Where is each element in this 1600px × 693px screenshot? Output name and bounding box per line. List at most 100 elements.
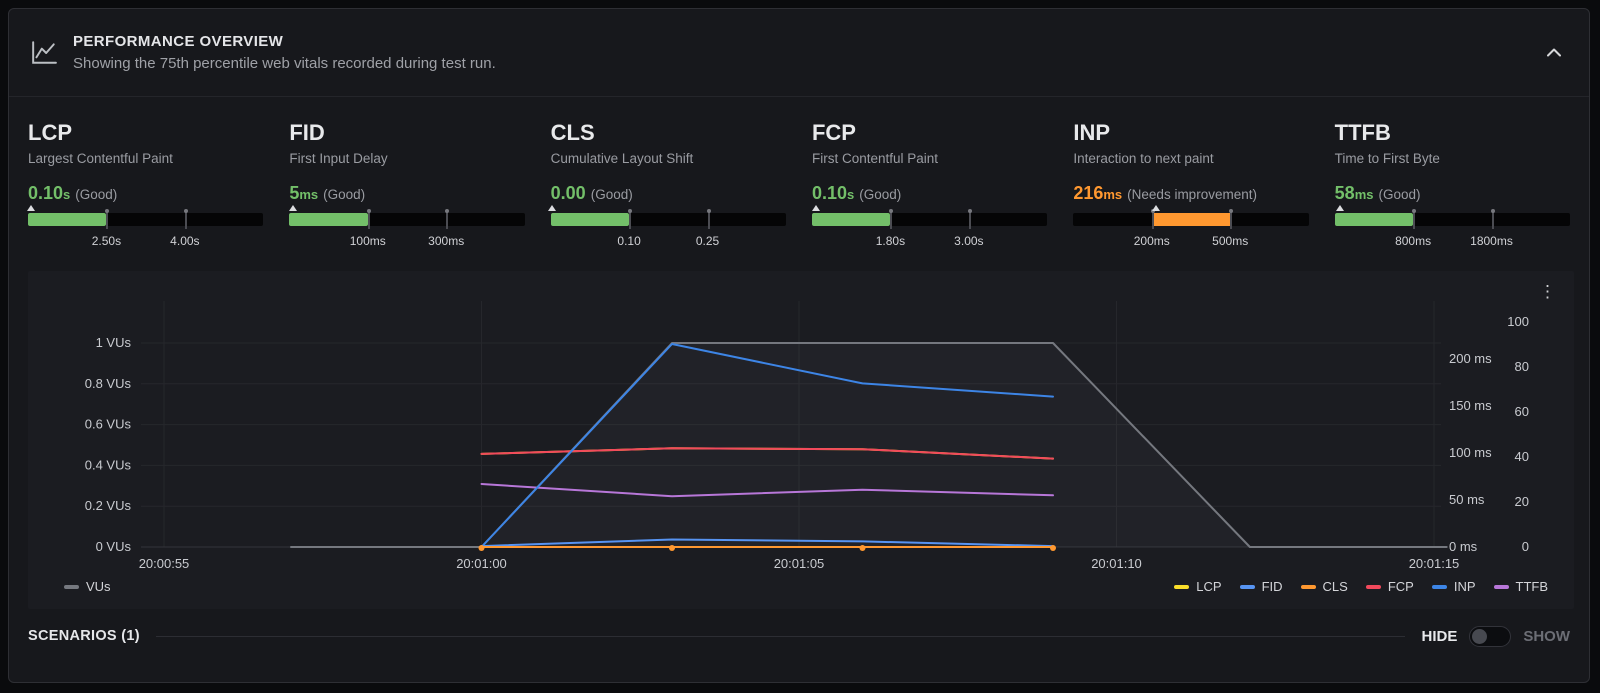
metric-rating: (Good) [75,187,118,202]
metric-value: 0.10 [811,183,848,203]
gauge-fill [28,213,107,226]
x-axis-label: 20:00:55 [139,556,190,571]
legend-label: INP [1453,579,1476,594]
metric-value: 58 [1334,183,1355,203]
legend-swatch [1239,584,1255,589]
threshold-label: 1.80s [875,234,906,248]
y-axis-left-label: 0.6 VUs [85,417,132,432]
metric-description: Interaction to next paint [1073,151,1214,166]
gauge-threshold-tick [445,209,450,229]
metric-unit: s [63,187,71,202]
metric-card-ttfb: TTFB Time to First Byte 58 ms (Good) 800… [1334,120,1570,252]
y-axis-count-label: 100 [1507,314,1529,329]
panel-header: PERFORMANCE OVERVIEW Showing the 75th pe… [9,9,1589,97]
hide-show-toggle[interactable] [1469,625,1512,647]
metric-name: CLS [550,120,595,145]
y-axis-count-label: 20 [1515,494,1529,509]
gauge-value-marker [27,205,36,211]
toggle-knob [1472,628,1488,644]
metric-value-row: 58 ms (Good) [1335,183,1570,204]
gauge-fill [1151,213,1231,226]
y-axis-count-label: 80 [1515,359,1529,374]
metric-card-fid: FID First Input Delay 5 ms (Good) 100ms … [289,120,525,252]
legend-item-ttfb[interactable]: TTFB [1493,579,1548,594]
gauge-threshold-tick [889,209,894,229]
scenarios-label: SCENARIOS (1) [28,628,140,644]
threshold-label: 4.00s [170,234,200,248]
threshold-label: 3.00s [954,234,984,248]
show-label: SHOW [1523,627,1570,645]
gauge-threshold-tick [1412,209,1417,229]
legend-label: FCP [1387,579,1414,594]
gauge-threshold-tick [183,209,188,229]
y-axis-left-label: 0.2 VUs [85,498,132,513]
gauge-threshold-tick [366,209,371,229]
metric-rating: (Good) [1378,187,1421,202]
metric-value: 5 [289,183,300,203]
hide-label: HIDE [1421,627,1458,645]
y-axis-left-label: 0 VUs [96,539,132,554]
series-line-fid [480,538,1054,548]
y-axis-ms-label: 0 ms [1449,539,1478,554]
y-axis-ms-label: 200 ms [1449,351,1492,366]
metric-gauge [1334,205,1570,229]
threshold-label: 200ms [1133,234,1170,248]
metric-unit: ms [299,187,319,202]
gauge-threshold-labels: 2.50s 4.00s [28,234,263,252]
gauge-threshold-labels: 0.10 0.25 [551,234,786,252]
gauge-threshold-labels: 1.80s 3.00s [812,234,1047,252]
gauge-threshold-tick [1229,209,1234,229]
legend-item-cls[interactable]: CLS [1300,579,1348,594]
metric-value-row: 0.10 s (Good) [28,183,263,204]
metric-rating: (Good) [859,187,902,202]
x-axis-label: 20:01:00 [456,556,507,571]
series-line-vus [290,342,1448,548]
collapse-panel-button[interactable] [1541,42,1567,63]
series-point-cls [478,545,485,551]
legend-label: CLS [1322,579,1348,594]
metric-gauge [811,205,1048,229]
threshold-label: 2.50s [91,234,122,248]
legend-swatch [1493,584,1509,589]
legend-item-inp[interactable]: INP [1431,579,1476,594]
series-line-ttfb [480,483,1054,498]
scenarios-divider [155,635,1406,637]
gauge-threshold-tick [1150,209,1155,229]
chart-menu-button[interactable]: ⋮ [1535,279,1560,304]
metric-name: FCP [811,120,856,145]
legend-left: VUs [64,579,111,594]
metric-value-row: 5 ms (Good) [289,183,524,204]
panel-title: PERFORMANCE OVERVIEW [73,33,284,50]
threshold-label: 100ms [349,234,386,248]
threshold-label: 800ms [1395,234,1432,248]
legend-item-fid[interactable]: FID [1239,579,1283,594]
gauge-fill [811,213,891,226]
threshold-label: 500ms [1212,234,1249,248]
metric-gauge [548,205,786,229]
y-axis-left-label: 1 VUs [96,335,132,350]
legend-item-vus[interactable]: VUs [64,579,111,594]
metric-name: TTFB [1334,120,1391,145]
legend-item-fcp[interactable]: FCP [1365,579,1414,594]
threshold-label: 1800ms [1470,234,1513,248]
metric-value: 0.00 [550,183,586,203]
legend-swatch [1365,584,1381,589]
metric-rating: (Good) [323,187,366,202]
gauge-fill [1334,213,1414,226]
y-axis-ms-label: 50 ms [1449,492,1485,507]
y-axis-left-label: 0.8 VUs [85,376,132,391]
gauge-value-marker [812,205,821,211]
metric-name: LCP [28,120,72,145]
x-axis-label: 20:01:10 [1091,556,1142,571]
timeseries-chart[interactable]: 0 VUs 0.2 VUs 0.4 VUs 0.6 VUs 0.8 VUs 1 VUs 0 … [28,271,1574,573]
threshold-label: 300ms [428,234,465,248]
y-axis-left-label: 0.4 VUs [85,457,132,472]
gauge-value-marker [1336,205,1345,211]
metric-gauge [1073,205,1309,229]
metric-card-lcp: LCP Largest Contentful Paint 0.10 s (Goo… [27,120,264,252]
metric-description: First Contentful Paint [811,151,939,166]
legend-item-lcp[interactable]: LCP [1174,579,1222,594]
metric-card-cls: CLS Cumulative Layout Shift 0.00 (Good) … [548,120,786,252]
gauge-threshold-tick [628,209,633,229]
